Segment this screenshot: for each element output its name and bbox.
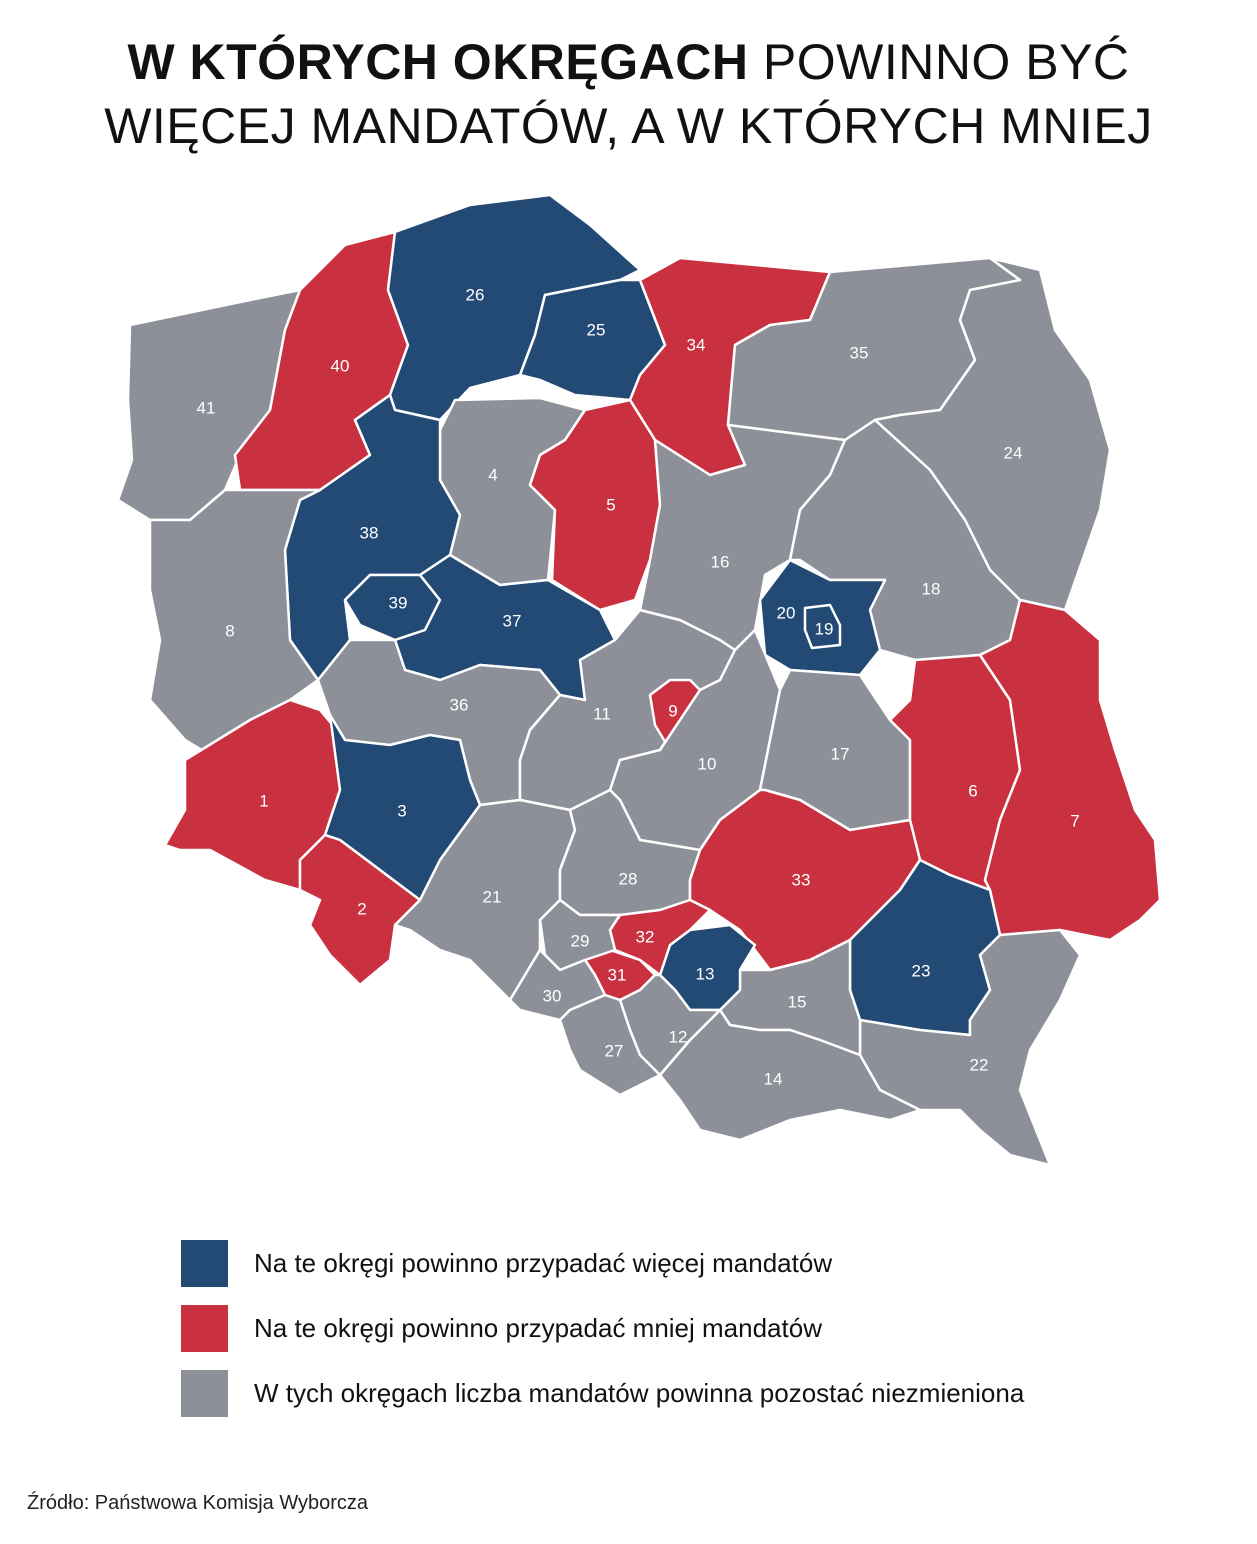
district-19[interactable]	[803, 603, 842, 650]
legend-swatch-more	[181, 1240, 228, 1287]
district-label-41: 41	[197, 398, 216, 417]
district-label-9: 9	[668, 701, 677, 720]
legend-swatch-same	[181, 1370, 228, 1417]
district-label-33: 33	[792, 870, 811, 889]
legend-item-same: W tych okręgach liczba mandatów powinna …	[181, 1370, 1181, 1418]
district-label-1: 1	[259, 791, 268, 810]
district-label-26: 26	[466, 285, 485, 304]
poland-electoral-map: 1234567891011121314151617181920212223242…	[116, 193, 1162, 1167]
district-label-25: 25	[587, 320, 606, 339]
district-label-6: 6	[968, 781, 977, 800]
district-label-17: 17	[831, 744, 850, 763]
district-label-3: 3	[397, 801, 406, 820]
district-label-30: 30	[543, 986, 562, 1005]
legend-label-same: W tych okręgach liczba mandatów powinna …	[254, 1378, 1025, 1408]
district-label-36: 36	[450, 695, 469, 714]
district-label-14: 14	[764, 1069, 783, 1088]
district-30[interactable]	[508, 948, 607, 1022]
district-label-5: 5	[606, 495, 615, 514]
district-label-32: 32	[636, 927, 655, 946]
district-label-29: 29	[571, 931, 590, 950]
legend-swatch-less	[181, 1305, 228, 1352]
district-label-20: 20	[777, 603, 796, 622]
source-note: Źródło: Państwowa Komisja Wyborcza	[27, 1492, 369, 1514]
district-label-18: 18	[922, 579, 941, 598]
map-title: W KTÓRYCH OKRĘGACH POWINNO BYĆ WIĘCEJ MA…	[0, 30, 1257, 158]
district-label-35: 35	[850, 343, 869, 362]
district-14[interactable]	[658, 1008, 922, 1142]
district-label-19: 19	[815, 619, 834, 638]
district-label-23: 23	[912, 961, 931, 980]
legend-label-less: Na te okręgi powinno przypadać mniej man…	[254, 1313, 822, 1343]
district-label-28: 28	[619, 869, 638, 888]
district-label-31: 31	[608, 965, 627, 984]
district-27[interactable]	[558, 993, 662, 1097]
legend-label-more: Na te okręgi powinno przypadać więcej ma…	[254, 1248, 833, 1278]
district-label-38: 38	[360, 523, 379, 542]
title-line-1: W KTÓRYCH OKRĘGACH POWINNO BYĆ	[0, 30, 1257, 94]
legend-item-less: Na te okręgi powinno przypadać mniej man…	[181, 1305, 1181, 1353]
district-label-22: 22	[970, 1055, 989, 1074]
district-16[interactable]	[638, 423, 847, 652]
district-2[interactable]	[298, 833, 422, 987]
district-label-13: 13	[696, 964, 715, 983]
district-label-2: 2	[357, 899, 366, 918]
district-label-16: 16	[711, 552, 730, 571]
district-label-24: 24	[1004, 443, 1023, 462]
district-label-12: 12	[669, 1027, 688, 1046]
title-light-part: POWINNO BYĆ	[762, 34, 1130, 90]
district-label-8: 8	[225, 621, 234, 640]
district-label-11: 11	[593, 704, 611, 723]
legend-item-more: Na te okręgi powinno przypadać więcej ma…	[181, 1240, 1181, 1288]
title-bold-part: W KTÓRYCH OKRĘGACH	[127, 34, 749, 90]
district-label-39: 39	[389, 593, 408, 612]
district-label-21: 21	[483, 887, 502, 906]
district-label-10: 10	[698, 754, 717, 773]
district-label-15: 15	[788, 992, 807, 1011]
district-label-27: 27	[605, 1041, 624, 1060]
district-label-34: 34	[687, 335, 706, 354]
district-label-40: 40	[331, 356, 350, 375]
district-label-37: 37	[503, 611, 522, 630]
district-7[interactable]	[978, 598, 1162, 942]
district-label-4: 4	[488, 465, 497, 484]
district-label-7: 7	[1070, 811, 1079, 830]
title-line-2: WIĘCEJ MANDATÓW, A W KTÓRYCH MNIEJ	[104, 98, 1153, 154]
